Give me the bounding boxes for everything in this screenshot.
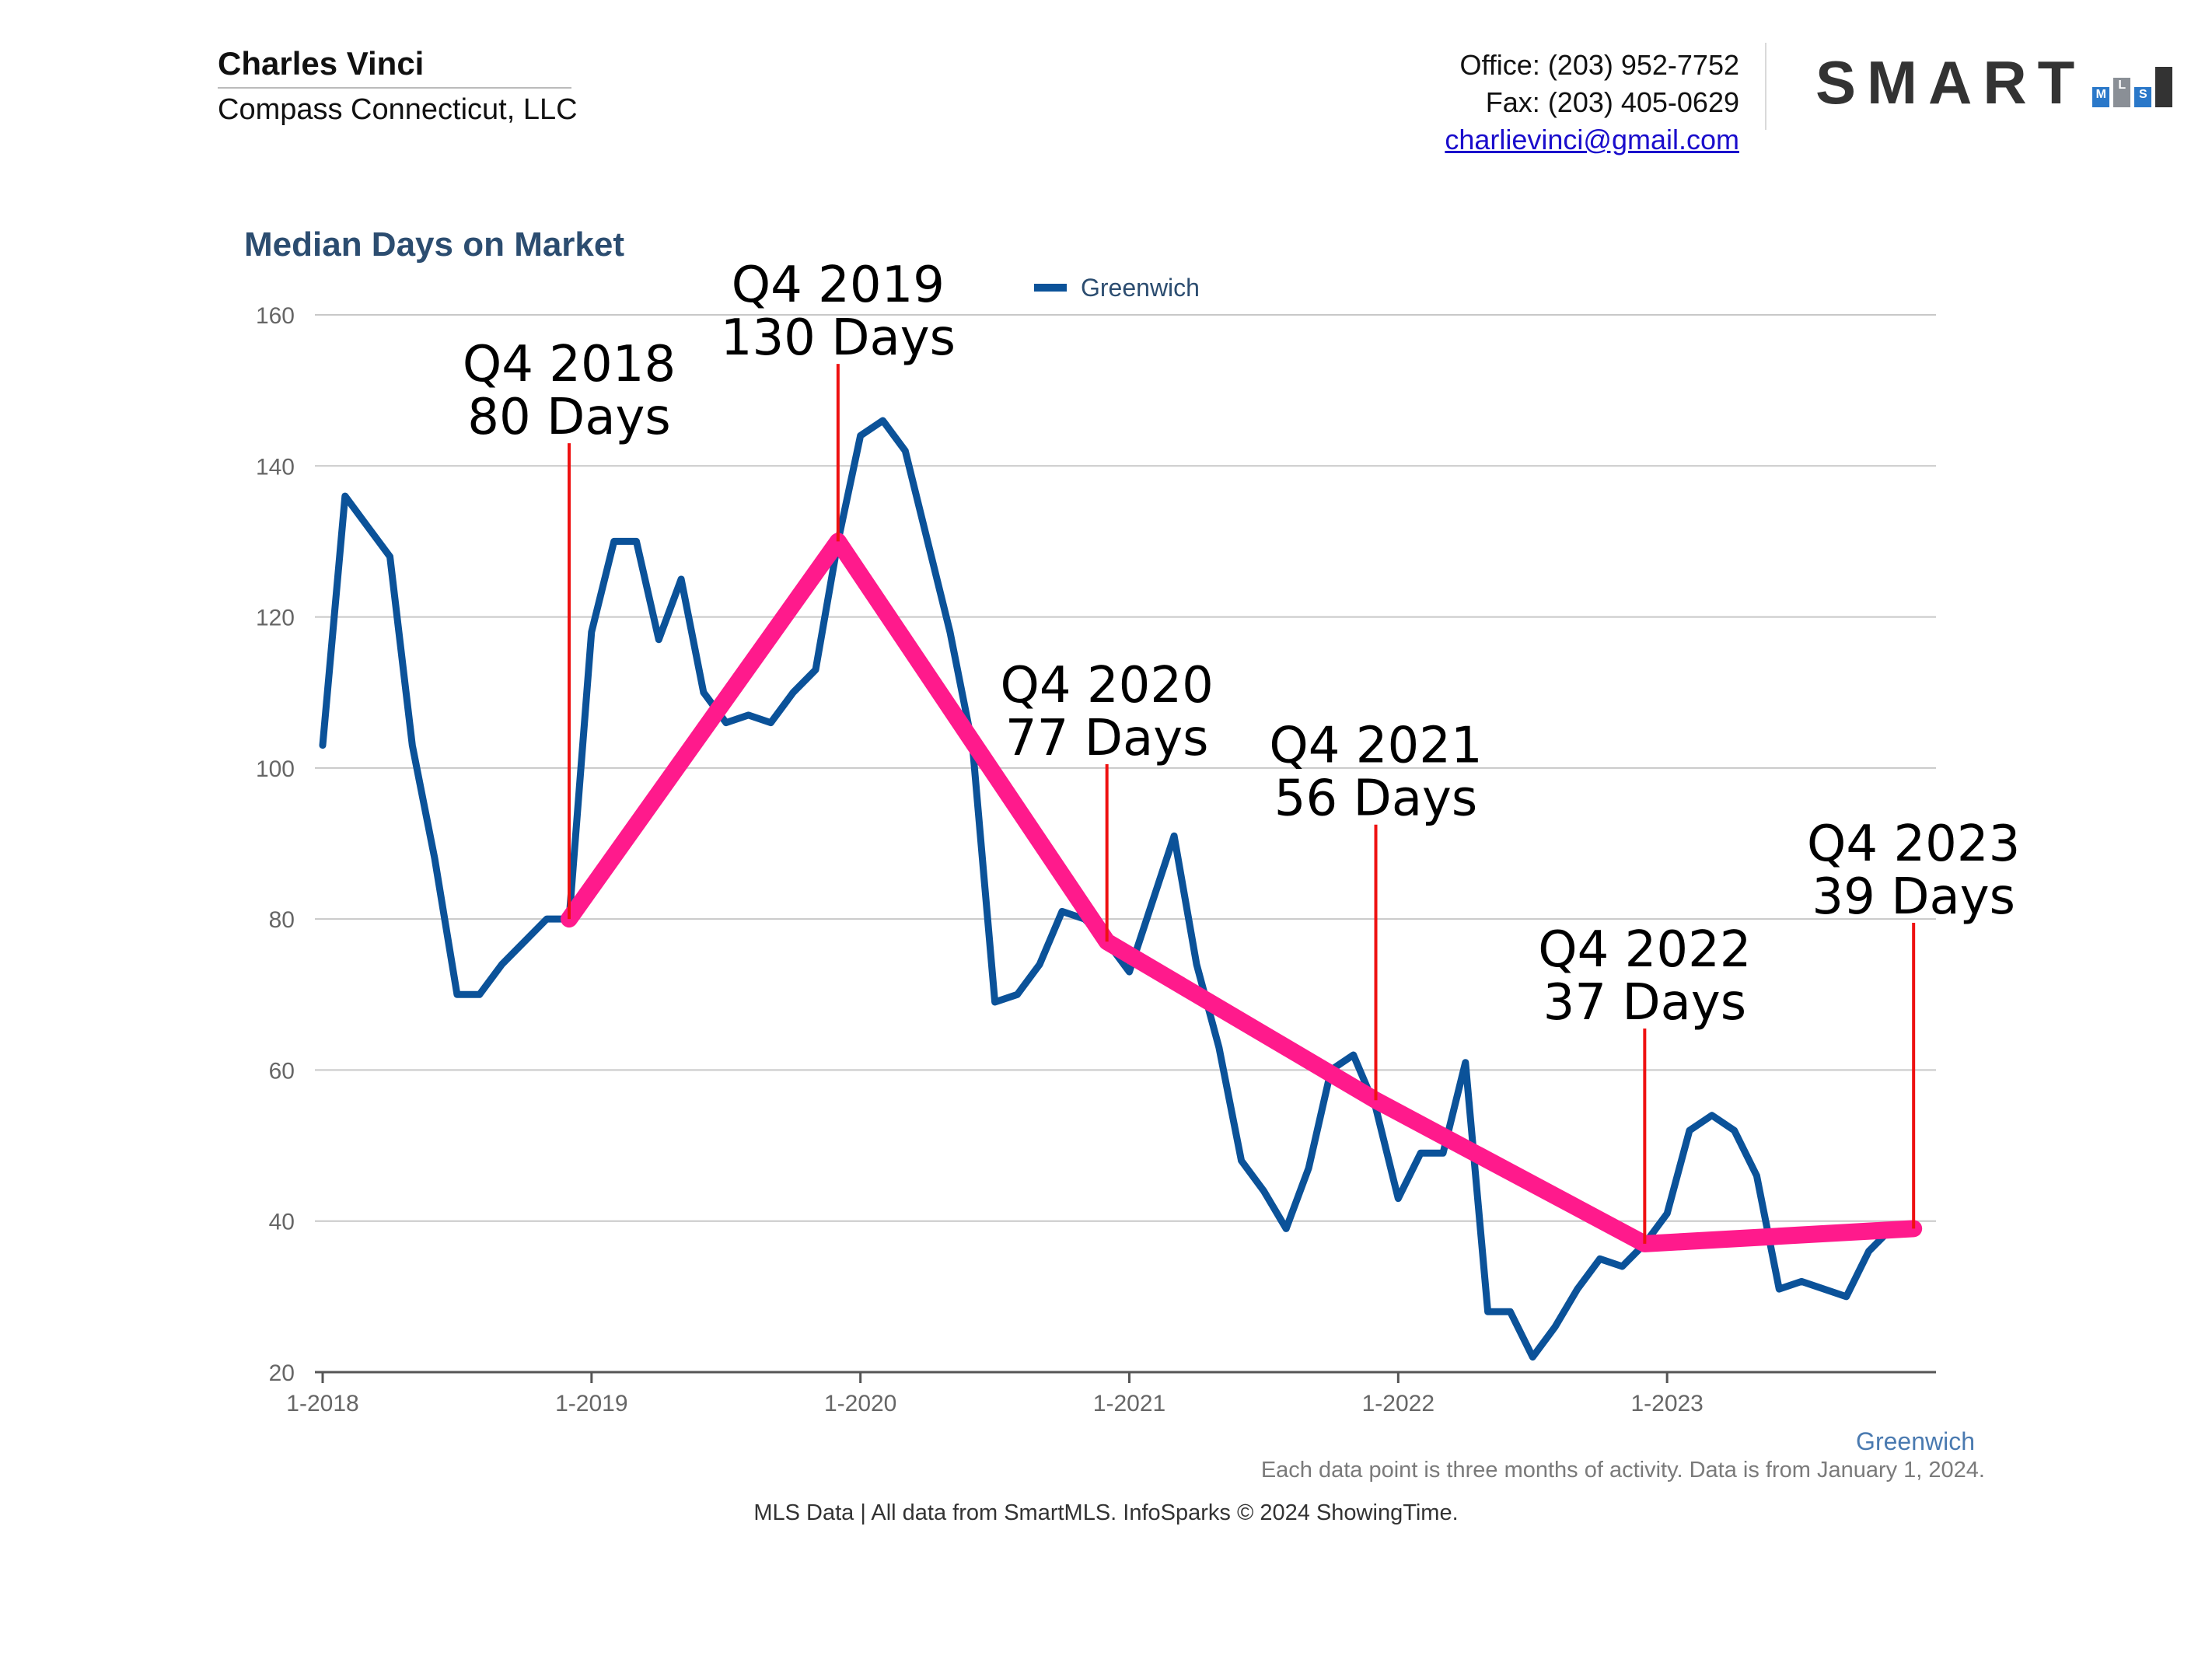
x-tick-label: 1-2018 bbox=[286, 1391, 358, 1416]
y-tick-label: 60 bbox=[269, 1058, 295, 1084]
y-tick-label: 160 bbox=[256, 303, 295, 329]
x-tick-label: 1-2021 bbox=[1093, 1391, 1165, 1416]
agent-company: Compass Connecticut, LLC bbox=[218, 93, 578, 126]
legend-label-greenwich: Greenwich bbox=[1081, 274, 1200, 302]
annotation-days-label: 130 Days bbox=[721, 309, 956, 367]
y-tick-label: 100 bbox=[256, 756, 295, 782]
annotation-quarter-label: Q4 2021 bbox=[1269, 718, 1482, 775]
chart-title: Median Days on Market bbox=[244, 225, 625, 264]
annotation-quarter-label: Q4 2020 bbox=[1001, 657, 1214, 714]
logo-wordmark: SMART bbox=[1815, 48, 2086, 117]
logo-bar-m: M bbox=[2092, 87, 2110, 107]
contact-block: Office: (203) 952-7752 Fax: (203) 405-06… bbox=[1445, 47, 1739, 159]
series-line-q4-trend bbox=[561, 533, 1923, 1252]
y-tick-label: 40 bbox=[269, 1210, 295, 1235]
y-tick-label: 120 bbox=[256, 606, 295, 631]
series-layer bbox=[319, 417, 1923, 1361]
y-tick-label: 80 bbox=[269, 907, 295, 933]
header-divider bbox=[1765, 43, 1766, 130]
legend-layer: Greenwich bbox=[1034, 274, 1200, 302]
annotation-quarter-label: Q4 2022 bbox=[1538, 921, 1751, 979]
annotation-quarter-label: Q4 2019 bbox=[732, 257, 945, 314]
grid-layer bbox=[315, 314, 1936, 1222]
annotation-quarter-label: Q4 2023 bbox=[1807, 816, 2020, 873]
agent-name: Charles Vinci bbox=[218, 45, 425, 82]
email-link[interactable]: charlievinci@gmail.com bbox=[1445, 124, 1739, 155]
logo-bar-l: L bbox=[2113, 78, 2131, 107]
fax-number: Fax: (203) 405-0629 bbox=[1485, 86, 1739, 118]
agent-name-underline bbox=[218, 87, 571, 89]
y-tick-label: 20 bbox=[269, 1360, 295, 1386]
annotation-days-label: 39 Days bbox=[1812, 868, 2015, 926]
annotation-days-label: 80 Days bbox=[467, 389, 671, 446]
annotation-quarter-label: Q4 2018 bbox=[463, 336, 676, 393]
annotation-days-label: 37 Days bbox=[1543, 974, 1747, 1032]
logo-bar-tall bbox=[2155, 67, 2173, 107]
office-phone: Office: (203) 952-7752 bbox=[1459, 49, 1739, 81]
annotation-days-label: 56 Days bbox=[1274, 770, 1478, 828]
x-tick-label: 1-2023 bbox=[1630, 1391, 1703, 1416]
annotation-days-label: 77 Days bbox=[1005, 710, 1209, 767]
x-axis-label: Greenwich bbox=[1856, 1427, 1975, 1455]
smartmls-logo: SMART M L S bbox=[1815, 48, 2173, 117]
x-tick-label: 1-2022 bbox=[1362, 1391, 1434, 1416]
x-tick-label: 1-2020 bbox=[824, 1391, 896, 1416]
logo-bars: M L S bbox=[2088, 67, 2173, 107]
page-footer: MLS Data | All data from SmartMLS. InfoS… bbox=[753, 1500, 1459, 1525]
logo-bar-s: S bbox=[2134, 87, 2152, 107]
series-line-greenwich bbox=[319, 417, 1917, 1361]
chart-footnote: Each data point is three months of activ… bbox=[1260, 1458, 1985, 1483]
y-tick-label: 140 bbox=[256, 454, 295, 480]
axis-layer: 20 40 60 80 100 120 140 160 1-2018 1-2019 1-2020 1-… bbox=[256, 303, 1975, 1455]
x-tick-label: 1-2019 bbox=[555, 1391, 627, 1416]
